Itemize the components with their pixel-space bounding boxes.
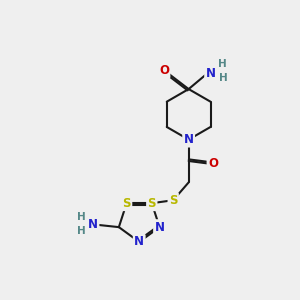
Text: S: S — [148, 197, 156, 210]
Text: O: O — [208, 157, 218, 170]
Text: H: H — [77, 226, 85, 236]
Text: N: N — [154, 220, 165, 234]
Text: N: N — [88, 218, 98, 231]
Text: N: N — [134, 236, 144, 248]
Text: H: H — [218, 59, 226, 69]
Text: O: O — [159, 64, 169, 77]
Text: N: N — [206, 67, 216, 80]
Text: N: N — [184, 133, 194, 146]
Text: S: S — [169, 194, 177, 207]
Text: H: H — [219, 73, 228, 83]
Text: H: H — [77, 212, 85, 222]
Text: S: S — [122, 197, 131, 210]
